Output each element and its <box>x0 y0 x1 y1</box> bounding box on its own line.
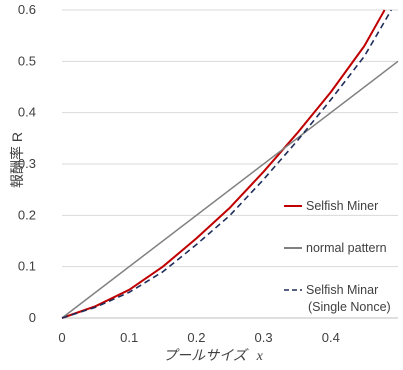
legend-label-1: normal pattern <box>306 241 387 255</box>
y-axis-title: 報酬率 R <box>9 132 25 188</box>
legend-label-0: Selfish Miner <box>306 199 378 213</box>
x-tick-label: 0.2 <box>187 330 205 345</box>
legend-label-2: (Single Nonce) <box>308 300 391 314</box>
y-tick-label: 0.2 <box>18 207 36 222</box>
series-line-1 <box>61 60 399 319</box>
y-tick-label: 0.6 <box>18 2 36 17</box>
y-tick-label: 0.3 <box>18 156 36 171</box>
x-axis-variable: x <box>256 349 264 364</box>
x-tick-label: 0 <box>58 330 65 345</box>
grid-lines <box>62 9 398 268</box>
y-tick-label: 0.5 <box>18 53 36 68</box>
y-tick-label: 0.1 <box>18 259 36 274</box>
y-tick-label: 0 <box>29 310 36 325</box>
legend-label-2: Selfish Minar <box>306 283 378 297</box>
x-axis-title-text: プールサイズ <box>163 347 249 363</box>
series-line-0 <box>61 9 386 319</box>
y-tick-label: 0.4 <box>18 105 36 120</box>
x-tick-label: 0.4 <box>322 330 340 345</box>
legend: Selfish Miner normal pattern Selfish Minar… <box>284 199 391 314</box>
x-axis-title: プールサイズ x <box>163 347 263 364</box>
series-line-2 <box>61 9 392 319</box>
tick-labels: 0 0.1 0.2 0.3 0.4 0.5 0.6 0 0.1 0.2 0.3 0.4 <box>18 2 340 345</box>
x-tick-label: 0.3 <box>255 330 273 345</box>
x-tick-label: 0.1 <box>120 330 138 345</box>
series-lines <box>61 9 399 319</box>
